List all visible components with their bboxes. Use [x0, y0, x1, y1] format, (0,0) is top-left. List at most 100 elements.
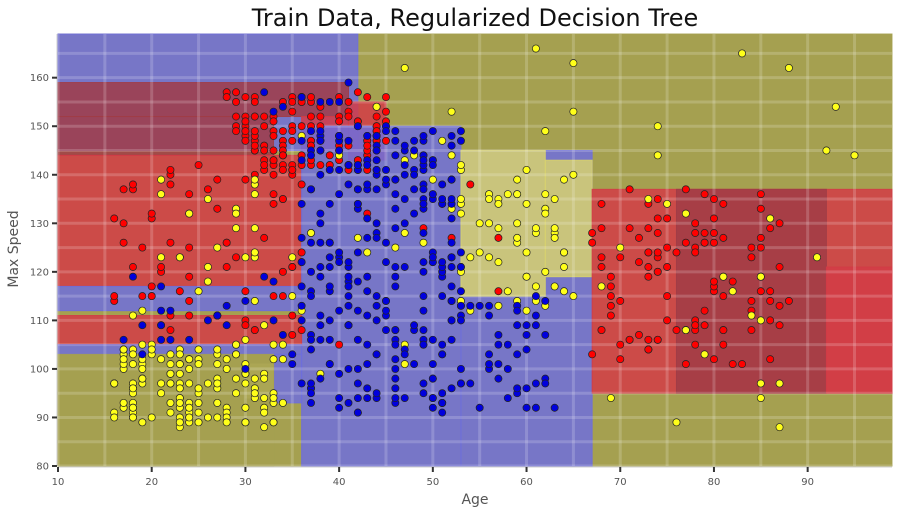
- point-red: [747, 243, 756, 252]
- point-yellow: [456, 195, 465, 203]
- point-yellow: [353, 233, 362, 242]
- point-red: [250, 98, 259, 106]
- point-blue: [138, 350, 147, 359]
- point-red: [719, 233, 728, 242]
- point-blue: [307, 238, 315, 247]
- point-blue: [363, 360, 372, 369]
- point-red: [278, 267, 287, 276]
- point-blue: [325, 335, 334, 344]
- point-blue: [456, 136, 465, 145]
- point-yellow: [175, 253, 184, 262]
- point-red: [307, 112, 315, 121]
- point-yellow: [194, 384, 203, 393]
- point-blue: [419, 389, 428, 398]
- point-red: [222, 238, 231, 247]
- point-yellow: [681, 326, 690, 335]
- point-blue: [391, 204, 400, 213]
- point-blue: [353, 248, 362, 257]
- point-yellow: [194, 398, 203, 407]
- point-blue: [166, 306, 175, 315]
- point-blue: [391, 374, 400, 383]
- point-blue: [325, 165, 334, 174]
- point-blue: [363, 311, 372, 320]
- point-blue: [307, 379, 315, 388]
- point-yellow: [175, 360, 184, 369]
- point-yellow: [147, 413, 156, 422]
- point-blue: [522, 345, 531, 354]
- x-tick-label: 20: [145, 477, 158, 488]
- point-blue: [325, 253, 334, 262]
- point-red: [625, 185, 634, 194]
- point-blue: [344, 292, 353, 301]
- point-red: [606, 272, 615, 281]
- point-blue: [307, 185, 315, 194]
- point-yellow: [606, 394, 615, 402]
- point-red: [616, 355, 625, 364]
- point-yellow: [213, 360, 222, 369]
- point-blue: [353, 379, 362, 388]
- point-blue: [428, 190, 437, 199]
- x-tick-label: 80: [708, 477, 721, 488]
- point-yellow: [784, 64, 793, 72]
- point-red: [700, 321, 709, 330]
- point-red: [269, 117, 278, 126]
- point-blue: [400, 263, 409, 271]
- point-yellow: [569, 292, 578, 301]
- point-red: [288, 311, 297, 320]
- point-blue: [428, 394, 437, 402]
- y-tick-label: 80: [36, 462, 49, 473]
- point-red: [710, 277, 718, 286]
- point-blue: [316, 311, 325, 320]
- point-yellow: [522, 306, 531, 315]
- point-blue: [400, 170, 409, 179]
- point-blue: [157, 321, 166, 330]
- point-blue: [372, 165, 381, 174]
- point-yellow: [241, 403, 250, 412]
- point-red: [241, 93, 250, 102]
- point-red: [691, 229, 700, 237]
- point-yellow: [269, 394, 278, 402]
- point-yellow: [203, 263, 212, 271]
- point-red: [269, 170, 278, 179]
- point-blue: [363, 394, 372, 402]
- point-blue: [316, 272, 325, 281]
- point-blue: [382, 175, 390, 184]
- point-blue: [447, 214, 456, 223]
- point-yellow: [157, 355, 166, 364]
- point-blue: [531, 403, 540, 412]
- point-yellow: [185, 413, 194, 422]
- point-yellow: [260, 374, 269, 383]
- point-red: [232, 98, 240, 106]
- point-yellow: [494, 258, 503, 267]
- point-red: [269, 131, 278, 140]
- point-red: [250, 326, 259, 335]
- point-yellow: [475, 219, 484, 228]
- point-yellow: [513, 219, 522, 228]
- point-red: [616, 340, 625, 349]
- point-yellow: [541, 267, 550, 276]
- point-blue: [241, 297, 250, 305]
- point-red: [119, 185, 128, 194]
- point-yellow: [194, 360, 203, 369]
- region-blue: [57, 285, 303, 312]
- point-blue: [316, 146, 325, 155]
- point-blue: [269, 316, 278, 325]
- point-yellow: [194, 408, 203, 417]
- point-blue: [157, 306, 166, 315]
- point-red: [260, 233, 269, 242]
- point-red: [663, 316, 672, 325]
- point-red: [166, 326, 175, 335]
- point-red: [363, 141, 372, 150]
- point-blue: [428, 253, 437, 262]
- point-red: [372, 112, 381, 121]
- point-blue: [297, 379, 306, 388]
- point-red: [269, 156, 278, 165]
- point-red: [297, 326, 306, 335]
- point-yellow: [232, 224, 240, 233]
- point-yellow: [447, 151, 456, 160]
- point-yellow: [194, 345, 203, 354]
- data-points: [110, 44, 859, 432]
- point-yellow: [663, 199, 672, 208]
- point-red: [185, 311, 194, 320]
- point-blue: [203, 316, 212, 325]
